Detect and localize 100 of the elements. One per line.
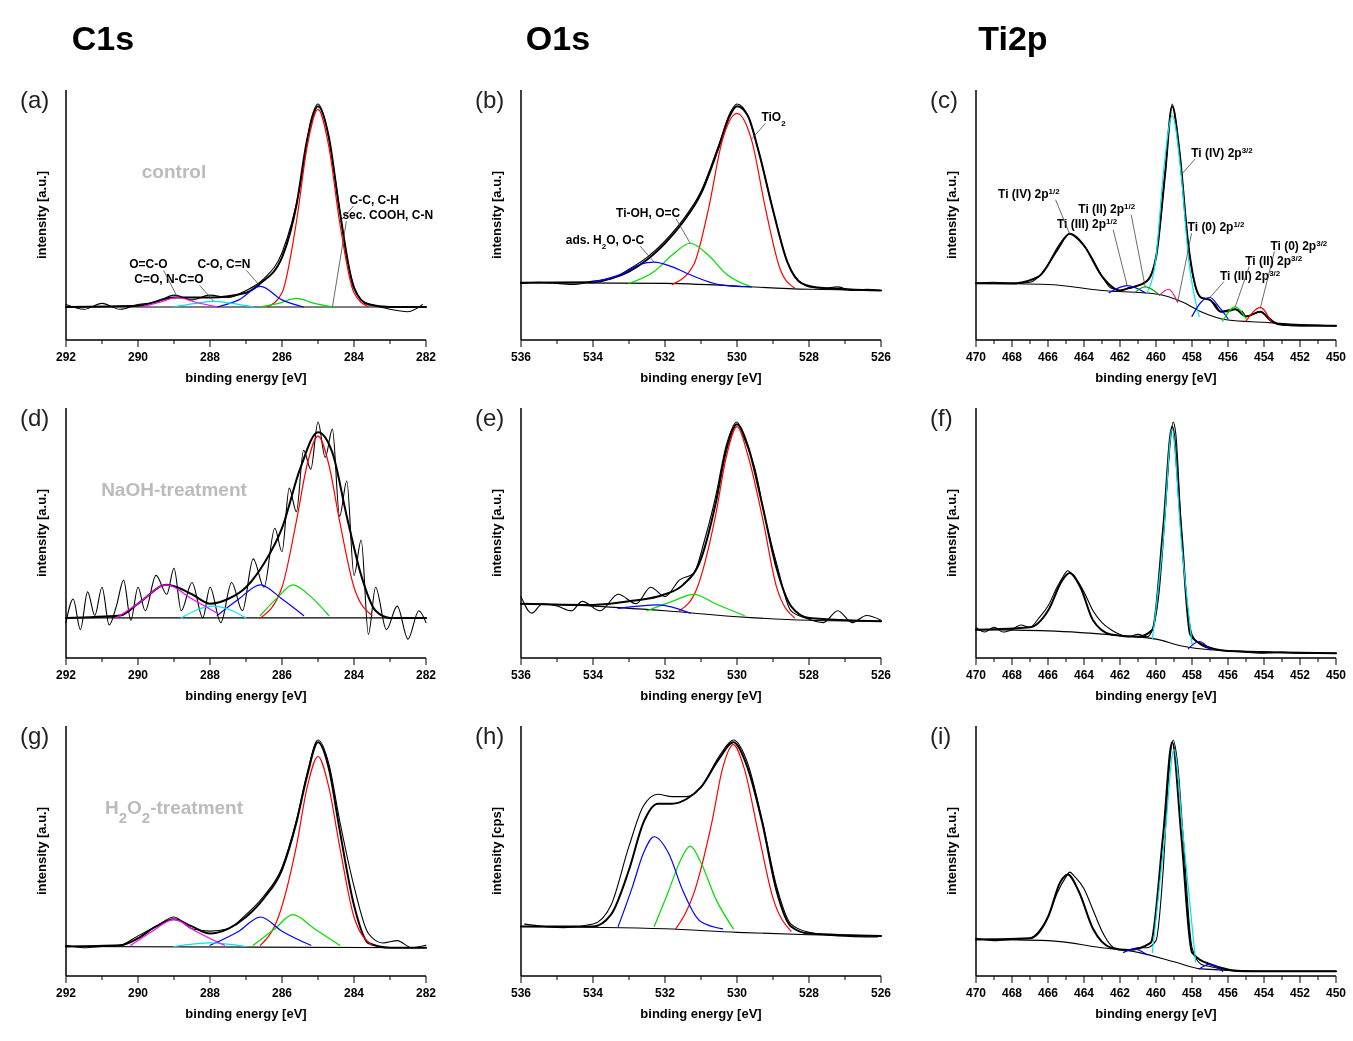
y-axis-title: intensity [cps]	[489, 806, 504, 896]
x-tick-label: 284	[343, 986, 365, 1000]
x-tick-label: 460	[1145, 350, 1167, 364]
x-tick-label: 458	[1181, 986, 1203, 1000]
x-tick-label: 530	[726, 350, 748, 364]
x-tick-label: 456	[1217, 350, 1239, 364]
x-axis-title: binding energy [eV]	[1095, 688, 1217, 703]
y-axis-title: intensity [a.u.]	[489, 170, 504, 260]
x-tick-label: 462	[1109, 986, 1131, 1000]
x-tick-label: 526	[870, 668, 892, 682]
chart-title: (i)	[930, 722, 952, 749]
y-axis-title: intensity [a.u.]	[944, 170, 959, 260]
annotation: C=O, N-C=O	[134, 272, 204, 287]
x-tick-label: 532	[654, 668, 676, 682]
x-tick-label: 530	[726, 986, 748, 1000]
x-tick-label: 290	[127, 986, 149, 1000]
x-tick-label: 536	[510, 668, 532, 682]
x-tick-label: 532	[654, 350, 676, 364]
annotation: Ti (0) 2p$^{3/2}$	[1270, 238, 1328, 253]
x-tick-label: 288	[199, 668, 221, 682]
x-tick-label: 534	[582, 668, 604, 682]
annotation: Ti (IV) 2p$^{1/2}$	[998, 186, 1061, 201]
x-axis-title: binding energy [eV]	[640, 688, 762, 703]
chart-title: (g)	[20, 722, 50, 749]
text: H$_{2}$O$_{2}$-treatment	[104, 796, 244, 825]
x-tick-label: 534	[582, 986, 604, 1000]
x-tick-label: 532	[654, 986, 676, 1000]
x-tick-label: 282	[415, 986, 437, 1000]
annotation: Ti (0) 2p$^{1/2}$	[1187, 219, 1246, 235]
x-tick-label: 536	[510, 350, 532, 364]
x-axis-title: binding energy [eV]	[1095, 1006, 1217, 1021]
text: O1s	[525, 19, 591, 57]
x-tick-label: 452	[1289, 668, 1311, 682]
chart-title: (a)	[20, 86, 50, 113]
x-axis-title: binding energy [eV]	[185, 688, 307, 703]
x-tick-label: 460	[1145, 986, 1167, 1000]
text: C1s	[71, 19, 135, 57]
annotation: Ti (II) 2p$^{3/2}$	[1245, 253, 1303, 268]
x-tick-label: 450	[1325, 986, 1347, 1000]
x-axis-title: binding energy [eV]	[185, 1006, 307, 1021]
x-tick-label: 282	[415, 668, 437, 682]
x-tick-label: 454	[1253, 986, 1275, 1000]
x-tick-label: 452	[1289, 986, 1311, 1000]
chart-title: (h)	[475, 722, 505, 749]
y-axis-title: intensity [a.u.]	[34, 170, 49, 260]
x-tick-label: 292	[55, 668, 77, 682]
x-tick-label: 530	[726, 668, 748, 682]
x-tick-label: 464	[1073, 668, 1095, 682]
x-tick-label: 286	[271, 986, 293, 1000]
annotation: O=C-O	[129, 257, 168, 272]
x-tick-label: 470	[965, 986, 987, 1000]
y-axis-title: intensity [a.u.]	[489, 488, 504, 578]
x-tick-label: 284	[343, 668, 365, 682]
x-tick-label: 468	[1001, 668, 1023, 682]
x-tick-label: 468	[1001, 350, 1023, 364]
x-tick-label: 466	[1037, 350, 1059, 364]
x-tick-label: 292	[55, 986, 77, 1000]
annotation: Ti (III) 2p$^{3/2}$	[1220, 268, 1281, 283]
annotation: C-O, C=N	[197, 257, 251, 272]
chart-title: (e)	[475, 404, 505, 431]
chart-title: (b)	[475, 86, 505, 113]
x-axis-title: binding energy [eV]	[640, 370, 762, 385]
x-tick-label: 458	[1181, 668, 1203, 682]
annotation: Ti (II) 2p$^{1/2}$	[1078, 201, 1136, 216]
annotation: Ti (III) 2p$^{1/2}$	[1056, 216, 1118, 231]
text: Ti2p	[978, 19, 1048, 57]
x-tick-label: 468	[1001, 986, 1023, 1000]
x-tick-label: 466	[1037, 668, 1059, 682]
x-tick-label: 456	[1217, 986, 1239, 1000]
annotation: Ti (IV) 2p$^{3/2}$	[1191, 145, 1254, 160]
x-tick-label: 454	[1253, 668, 1275, 682]
y-axis-title: intensity [a.u.]	[944, 806, 959, 896]
x-tick-label: 284	[343, 350, 365, 364]
x-axis-title: binding energy [eV]	[1095, 370, 1217, 385]
x-tick-label: 452	[1289, 350, 1311, 364]
y-axis-title: intensity [a.u.]	[34, 488, 49, 578]
x-tick-label: 290	[127, 350, 149, 364]
annotation: sec. COOH, C-N	[342, 208, 434, 223]
y-axis-title: intensity [a.u.]	[944, 488, 959, 578]
x-tick-label: 288	[199, 986, 221, 1000]
x-tick-label: 462	[1109, 350, 1131, 364]
chart-title: (f)	[930, 404, 953, 431]
x-axis-title: binding energy [eV]	[185, 370, 307, 385]
x-tick-label: 534	[582, 350, 604, 364]
x-tick-label: 528	[798, 986, 820, 1000]
x-tick-label: 462	[1109, 668, 1131, 682]
x-tick-label: 536	[510, 986, 532, 1000]
annotation: Ti-OH, O=C	[616, 205, 681, 220]
x-tick-label: 290	[127, 668, 149, 682]
y-axis-title: intensity [a.u.]	[34, 806, 49, 896]
annotation: C-C, C-H	[349, 193, 399, 207]
chart-title: (c)	[930, 86, 958, 113]
x-tick-label: 292	[55, 350, 77, 364]
x-tick-label: 454	[1253, 350, 1275, 364]
text: control	[141, 160, 207, 182]
x-tick-label: 466	[1037, 986, 1059, 1000]
x-tick-label: 470	[965, 350, 987, 364]
x-tick-label: 528	[798, 668, 820, 682]
x-tick-label: 458	[1181, 350, 1203, 364]
x-tick-label: 288	[199, 350, 221, 364]
